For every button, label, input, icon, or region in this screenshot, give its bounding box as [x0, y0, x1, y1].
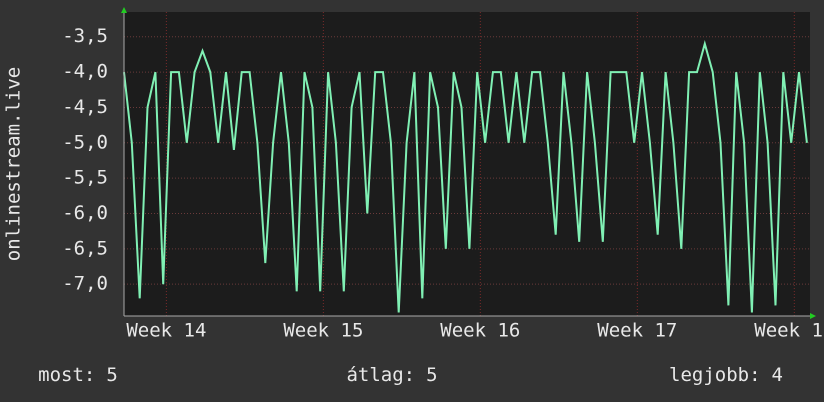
x-tick-label: Week 18 [754, 320, 824, 342]
y-tick-label: -5,0 [62, 131, 108, 153]
y-tick-label: -4,0 [62, 61, 108, 83]
stat-value: 4 [772, 364, 783, 386]
data-line [123, 40, 808, 313]
y-tick-label: -6,0 [62, 202, 108, 224]
x-arrow [810, 313, 816, 319]
stat: átlag: 5 [346, 364, 437, 386]
stat-value: 5 [106, 364, 117, 386]
stat-value: 5 [426, 364, 437, 386]
y-arrow [121, 7, 127, 13]
x-tick-label: Week 14 [126, 320, 206, 342]
plot-area [124, 12, 810, 316]
x-tick-label: Week 17 [597, 320, 677, 342]
x-tick-label: Week 15 [283, 320, 363, 342]
stat-label: legjobb: [669, 364, 761, 386]
lines [123, 40, 808, 313]
stat: legjobb: 4 [669, 364, 783, 386]
y-tick-label: -7,0 [62, 273, 108, 295]
y-tick-label: -4,5 [62, 96, 108, 118]
stat: most: 5 [38, 364, 118, 386]
x-tick-label: Week 16 [440, 320, 520, 342]
y-axis-label: onlinestream.live [3, 67, 25, 261]
labels: -7,0 -6,5 -6,0 -5,5 -5,0 -4,5 -4,0 -3,5 Week 14 W… [38, 25, 824, 385]
y-tick-label: -5,5 [62, 167, 108, 189]
stat-label: átlag: [346, 364, 415, 386]
y-tick-label: -3,5 [62, 25, 108, 47]
stat-label: most: [38, 364, 95, 386]
y-tick-label: -6,5 [62, 237, 108, 259]
